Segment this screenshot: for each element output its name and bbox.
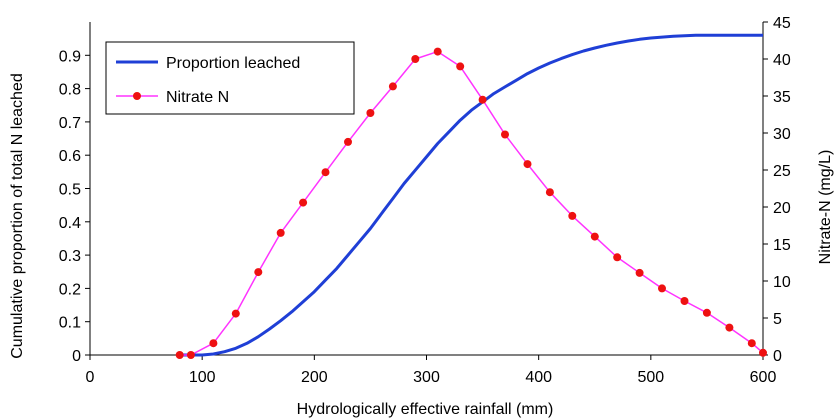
y-left-tick-label: 0.4 bbox=[59, 215, 81, 232]
y-right-tick-label: 20 bbox=[773, 200, 791, 217]
y-right-tick-label: 10 bbox=[773, 274, 791, 291]
legend-label-proportion: Proportion leached bbox=[166, 55, 300, 72]
x-tick-label: 0 bbox=[86, 369, 95, 386]
y-left-tick-label: 0.9 bbox=[59, 48, 81, 65]
data-point-nitrate-n bbox=[725, 323, 734, 332]
y-left-tick-label: 0.2 bbox=[59, 281, 81, 298]
data-point-nitrate-n bbox=[613, 253, 622, 262]
data-point-nitrate-n bbox=[680, 297, 689, 305]
data-point-nitrate-n bbox=[388, 82, 397, 91]
data-point-nitrate-n bbox=[299, 198, 308, 207]
data-point-nitrate-n bbox=[568, 211, 577, 220]
data-point-nitrate-n bbox=[545, 188, 554, 197]
legend-box bbox=[105, 41, 355, 115]
data-point-nitrate-n bbox=[366, 109, 375, 117]
data-point-nitrate-n bbox=[175, 351, 184, 359]
data-point-nitrate-n bbox=[209, 339, 218, 348]
x-tick-labels: 0 100 200 300 400 500 600 bbox=[86, 369, 777, 386]
legend-label-nitrate: Nitrate N bbox=[166, 89, 229, 106]
data-point-nitrate-n bbox=[747, 339, 756, 348]
y-right-tick-label: 35 bbox=[773, 89, 791, 106]
y-right-tick-label: 45 bbox=[773, 15, 791, 32]
data-point-nitrate-n bbox=[254, 268, 263, 277]
data-point-nitrate-n bbox=[344, 137, 352, 146]
x-tick-label: 300 bbox=[413, 369, 440, 386]
y-left-tick-label: 0.3 bbox=[59, 248, 81, 265]
y-left-tick-label: 0.1 bbox=[59, 315, 81, 332]
y-right-tick-label: 30 bbox=[773, 126, 791, 143]
x-axis-title: Hydrologically effective rainfall (mm) bbox=[297, 401, 554, 418]
series-layer bbox=[175, 33, 767, 359]
y-right-tick-label: 5 bbox=[773, 311, 782, 328]
y-left-tick-label: 0.5 bbox=[59, 182, 81, 199]
x-tick-label: 400 bbox=[525, 369, 552, 386]
y-left-tick-label: 0.6 bbox=[59, 148, 81, 165]
data-point-nitrate-n bbox=[186, 351, 195, 359]
x-tick-label: 500 bbox=[637, 369, 664, 386]
data-point-nitrate-n bbox=[411, 55, 420, 63]
data-point-nitrate-n bbox=[433, 47, 442, 56]
series-line-proportion-leached bbox=[179, 33, 763, 357]
y-right-tick-label: 25 bbox=[773, 163, 791, 180]
data-point-nitrate-n bbox=[702, 308, 711, 317]
x-tick-label: 100 bbox=[189, 369, 216, 386]
data-point-nitrate-n bbox=[231, 309, 240, 318]
legend: Proportion leached Nitrate N bbox=[105, 41, 355, 115]
data-point-nitrate-n bbox=[635, 268, 644, 277]
data-point-nitrate-n bbox=[321, 168, 330, 177]
data-point-nitrate-n bbox=[478, 95, 487, 104]
y-right-tick-label: 0 bbox=[773, 348, 782, 365]
y-right-tick-labels: 0 5 10 15 20 25 30 35 40 45 bbox=[773, 15, 791, 365]
series-line-nitrate-n bbox=[179, 50, 764, 356]
y-left-tick-label: 0.7 bbox=[59, 115, 81, 132]
y-left-tick-label: 0 bbox=[72, 348, 81, 365]
y-right-axis-title: Nitrate-N (mg/L) bbox=[817, 150, 834, 265]
y-right-tick-label: 15 bbox=[773, 237, 791, 254]
y-left-axis-title: Cumulative proportion of total N leached bbox=[9, 73, 26, 359]
data-point-nitrate-n bbox=[501, 130, 509, 139]
x-tick-label: 200 bbox=[301, 369, 328, 386]
legend-marker-nitrate bbox=[133, 92, 141, 100]
data-point-nitrate-n bbox=[590, 232, 599, 241]
data-point-nitrate-n bbox=[456, 62, 465, 71]
y-right-tick-label: 40 bbox=[773, 52, 791, 69]
data-point-nitrate-n bbox=[759, 348, 767, 357]
x-tick-label: 600 bbox=[750, 369, 777, 386]
data-point-nitrate-n bbox=[523, 160, 532, 169]
y-left-tick-labels: 0 0.1 0.2 0.3 0.4 0.5 0.6 0.7 0.8 0.9 bbox=[59, 48, 81, 365]
y-left-tick-label: 0.8 bbox=[59, 82, 81, 99]
data-point-nitrate-n bbox=[658, 284, 666, 293]
data-point-nitrate-n bbox=[276, 228, 285, 237]
